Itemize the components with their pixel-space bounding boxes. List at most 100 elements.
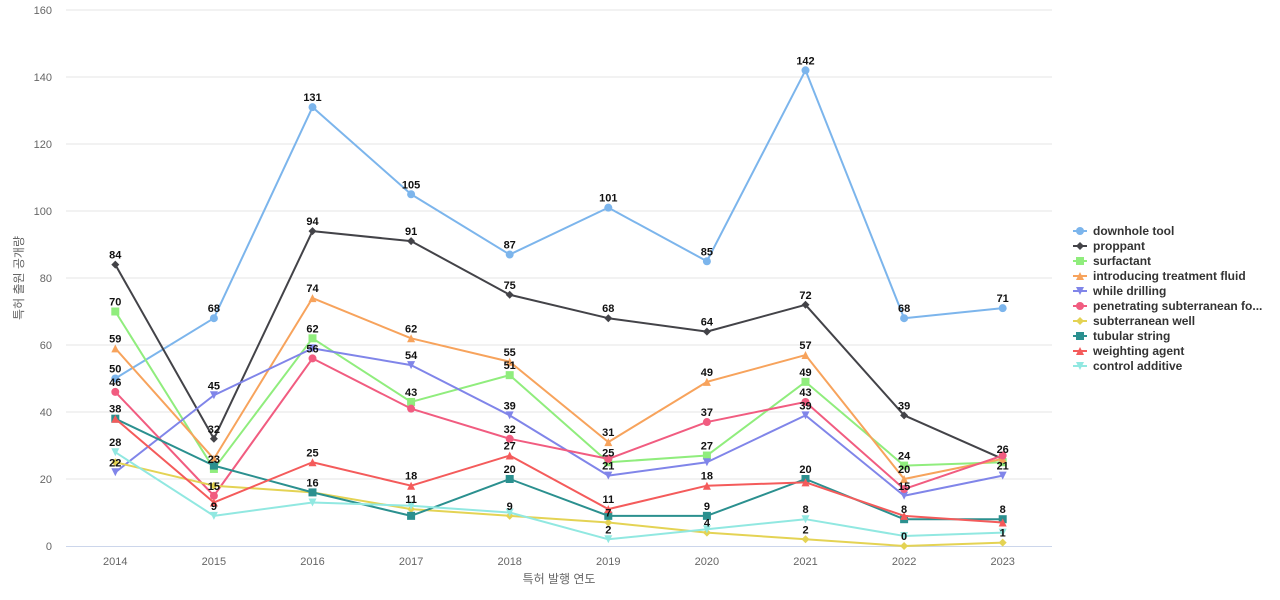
data-point [505,508,514,517]
data-label: 28 [109,437,121,449]
data-label: 87 [504,240,516,252]
data-point [998,304,1007,313]
legend-label: surfactant [1093,254,1151,268]
legend-label: tubular string [1093,329,1170,343]
legend-item[interactable]: while drilling [1073,284,1166,298]
legend-item[interactable]: proppant [1073,239,1145,253]
y-tick-label: 0 [46,541,52,553]
data-point [111,387,120,396]
series-line [114,347,1003,497]
data-label: 26 [997,444,1009,456]
legend-symbol [1076,362,1084,370]
data-label: 43 [405,387,417,399]
data-point [604,203,613,212]
data-label: 142 [796,55,814,67]
data-point [702,458,711,467]
y-axis-title: 특허 출원 공개량 [12,236,26,320]
legend-item[interactable]: control additive [1073,359,1183,373]
data-point [407,481,416,490]
legend-item[interactable]: tubular string [1073,329,1170,343]
data-point [209,461,218,470]
data-label: 27 [701,441,713,453]
data-point [998,528,1007,537]
data-label: 51 [504,360,516,372]
series-line [114,230,1004,460]
legend-item[interactable]: downhole tool [1073,224,1174,238]
data-point [209,454,218,463]
data-label: 94 [306,216,319,228]
series-0 [111,66,1007,383]
data-label: 37 [701,407,713,419]
data-point [505,290,514,299]
data-point [505,250,514,259]
data-label: 75 [504,280,516,292]
y-tick-label: 20 [40,474,52,486]
data-label: 71 [997,293,1009,305]
data-point [308,344,317,353]
legend: downhole toolproppantsurfactantintroduci… [1073,224,1262,373]
legend-item[interactable]: subterranean well [1073,314,1195,328]
legend-symbol [1076,317,1084,325]
data-point [604,471,613,480]
data-label: 27 [504,441,516,453]
y-tick-label: 100 [34,206,52,218]
data-point [801,300,810,309]
data-point [998,518,1007,527]
x-tick-label: 2023 [990,556,1014,568]
legend-symbol [1076,242,1084,250]
data-point [308,334,317,343]
data-point [407,190,416,199]
data-point [900,411,909,420]
data-label: 7 [605,508,611,520]
data-label: 46 [109,377,121,389]
data-label: 68 [898,303,910,315]
legend-item[interactable]: penetrating subterranean fo... [1073,299,1262,313]
data-label: 43 [799,387,811,399]
data-point [111,344,120,353]
data-point [900,531,909,540]
data-label: 21 [602,461,614,473]
data-label: 21 [997,461,1009,473]
data-point [505,434,514,443]
legend-label: proppant [1093,239,1145,253]
data-label: 15 [208,481,220,493]
data-label: 32 [208,424,220,436]
legend-item[interactable]: weighting agent [1073,344,1184,358]
legend-symbol [1076,257,1084,265]
legend-item[interactable]: surfactant [1073,254,1151,268]
data-point [702,525,711,534]
series-line [114,297,1003,480]
legend-item[interactable]: introducing treatment fluid [1073,269,1246,283]
data-label: 9 [704,501,710,513]
data-label: 18 [405,471,417,483]
data-label: 25 [602,447,614,459]
data-point [505,411,514,420]
data-label: 2 [802,524,808,536]
data-label: 9 [507,501,513,513]
x-tick-label: 2019 [596,556,620,568]
data-label: 25 [306,447,318,459]
data-label: 64 [701,317,714,329]
data-label: 11 [602,494,614,506]
legend-label: subterranean well [1093,314,1195,328]
data-label: 55 [504,347,516,359]
data-label: 22 [109,457,121,469]
data-point [702,481,711,490]
data-point [900,461,909,470]
series-lines [111,66,1007,550]
data-label: 105 [402,179,420,191]
data-point [209,314,218,323]
series-9 [111,448,1007,544]
data-label: 39 [504,400,516,412]
data-label: 68 [208,303,220,315]
data-point [702,257,711,266]
data-label: 91 [405,226,417,238]
data-point [801,351,810,360]
data-label: 39 [799,400,811,412]
legend-symbol [1076,347,1084,355]
legend-label: while drilling [1092,284,1166,298]
data-point [209,491,218,500]
data-point [702,451,711,460]
data-label: 101 [599,193,617,205]
